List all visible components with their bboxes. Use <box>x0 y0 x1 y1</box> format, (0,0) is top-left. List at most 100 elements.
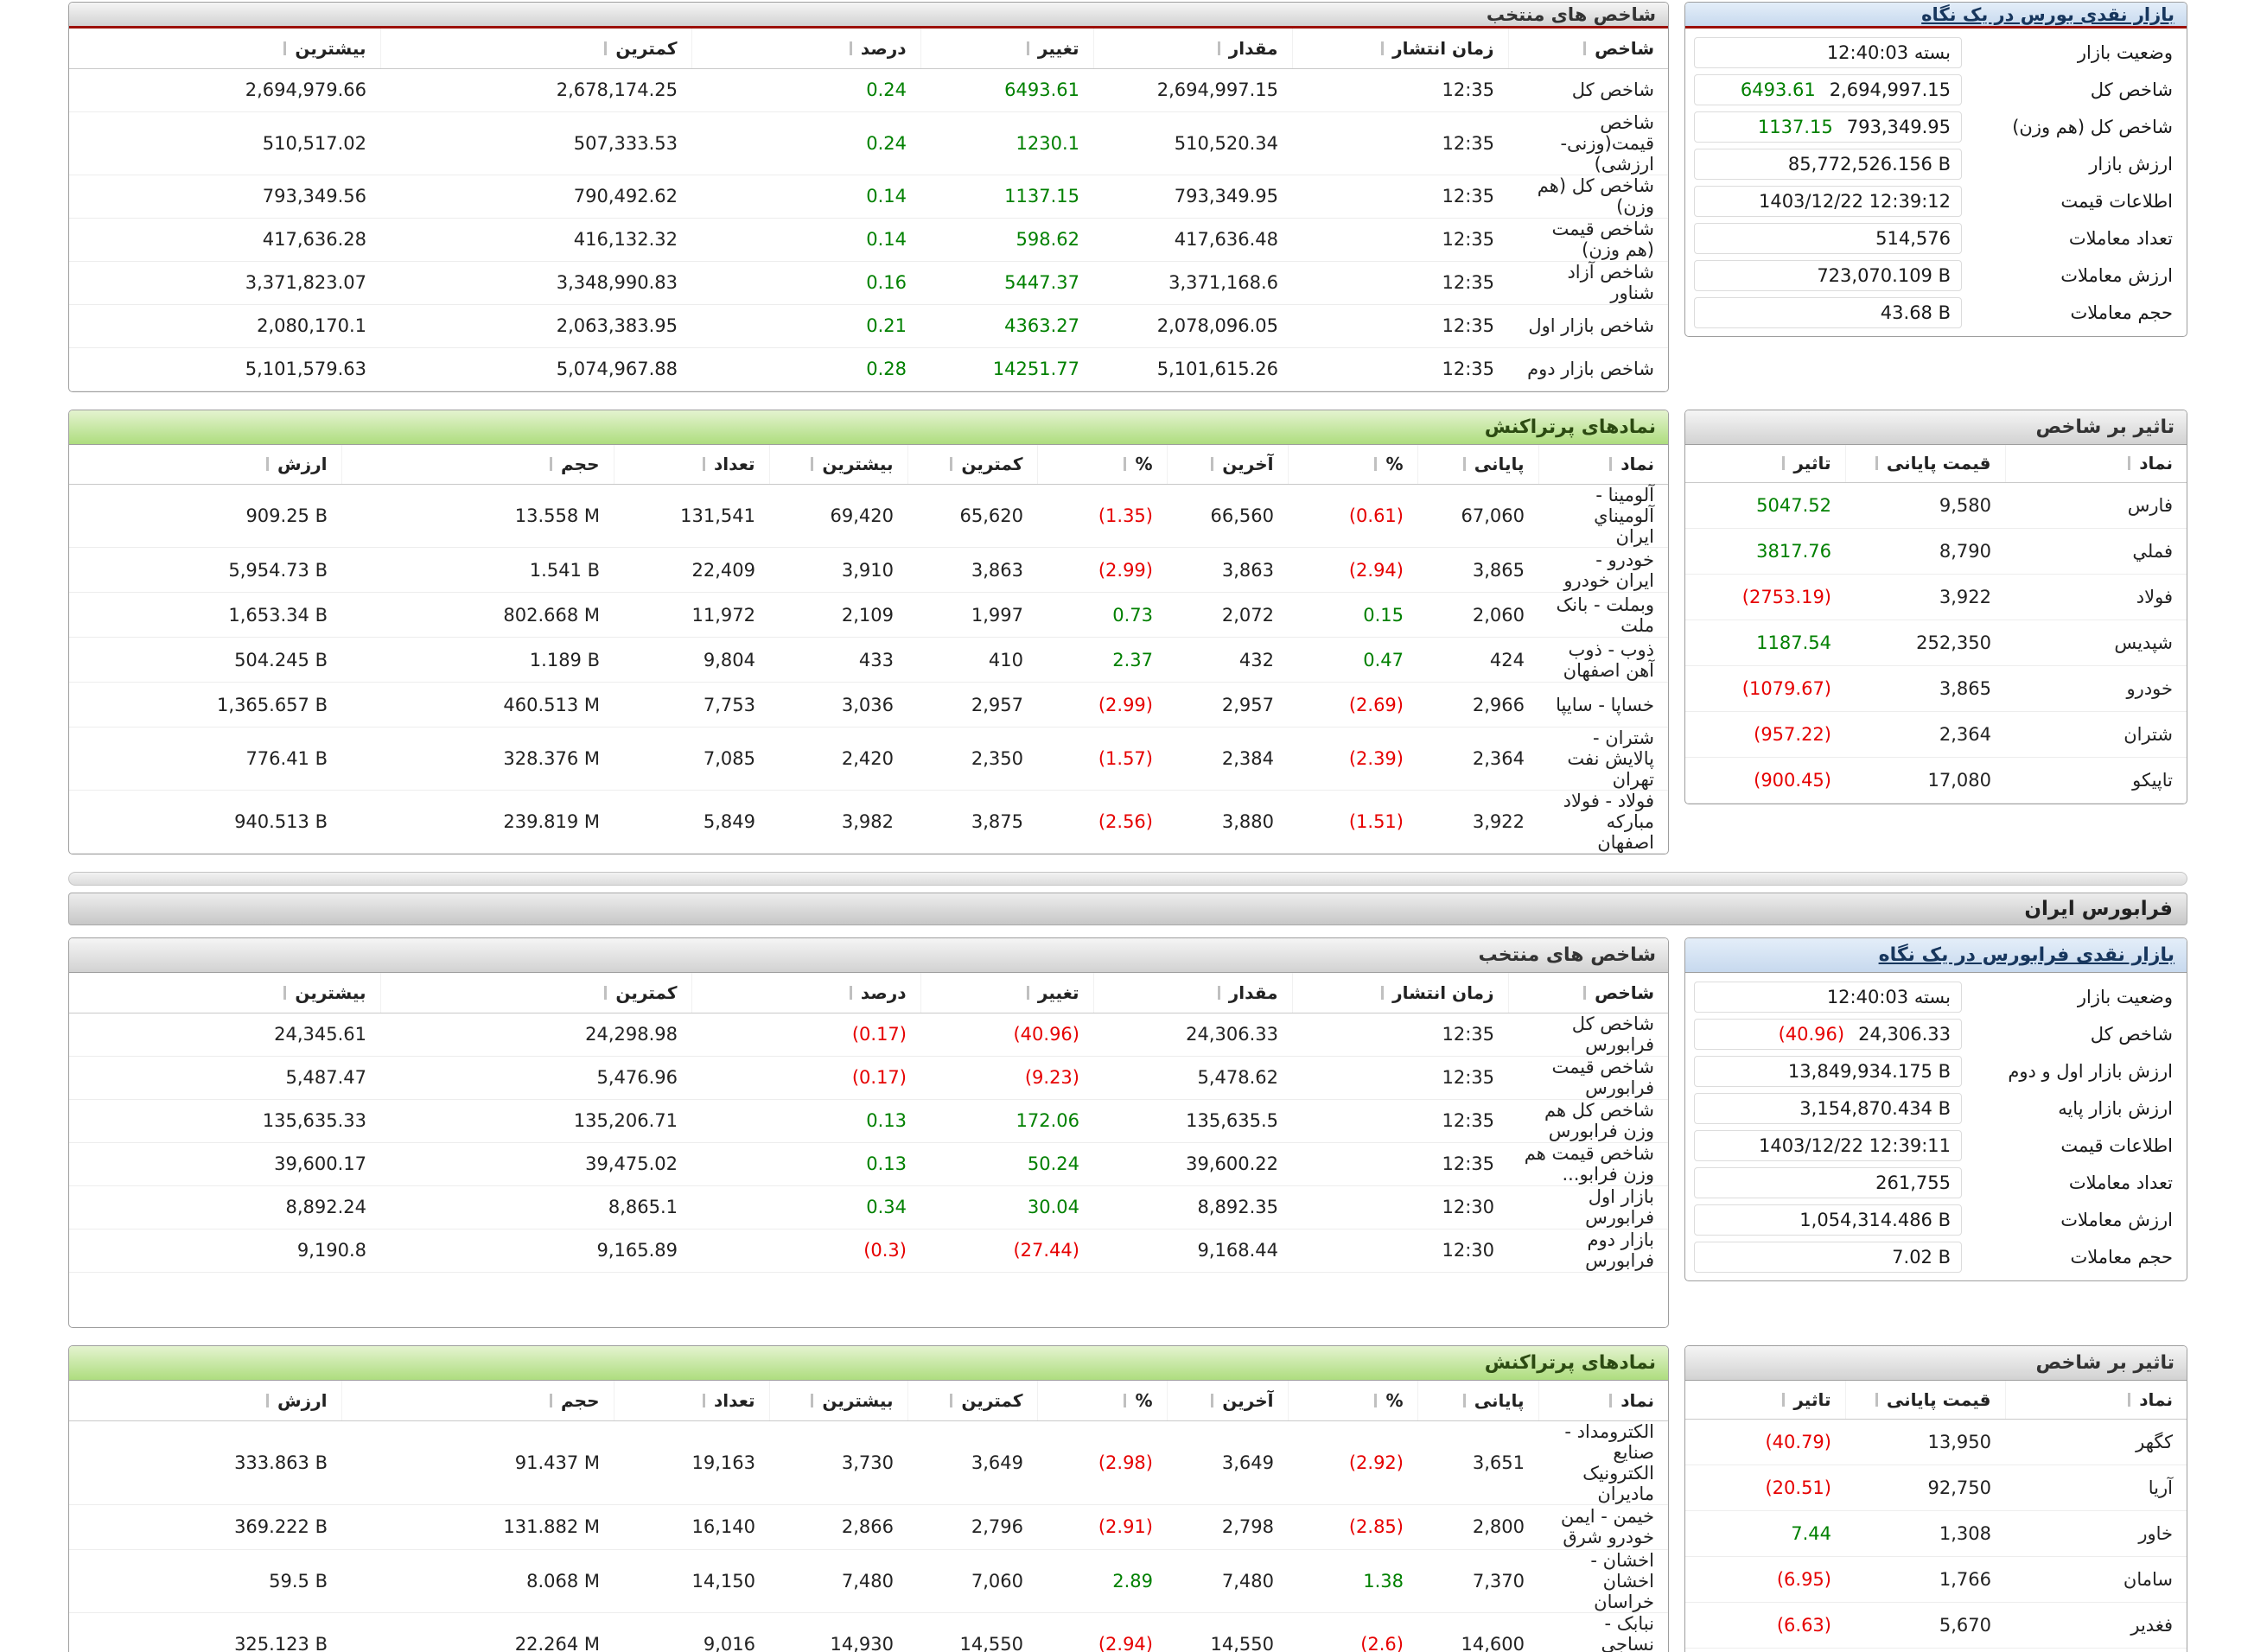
filter-icon[interactable] <box>1124 457 1127 472</box>
index-row[interactable]: شاخص بازار اول 12:35 2,078,096.05 4363.2… <box>69 304 1668 348</box>
filter-icon[interactable] <box>811 1393 814 1407</box>
column-header[interactable]: نماد <box>2004 1381 2187 1420</box>
filter-icon[interactable] <box>1026 41 1029 55</box>
active-symbol-row[interactable]: الکترومداد - صنایع الکترونیک مادیران 3,6… <box>69 1420 1668 1505</box>
column-header[interactable]: درصد <box>691 29 920 69</box>
column-header[interactable]: کمترین <box>379 29 691 69</box>
column-header[interactable]: زمان انتشار <box>1291 29 1508 69</box>
column-header[interactable]: % <box>1287 1381 1417 1421</box>
column-header[interactable]: تعداد <box>613 1381 769 1421</box>
symbol-name[interactable]: خودرو <box>2005 665 2187 712</box>
symbol-name[interactable]: فولاد - فولاد مبارکه اصفهان <box>1538 790 1668 854</box>
active-symbol-row[interactable]: خساپا - سایپا 2,966 (2.69) 2,957 (2.99) … <box>69 682 1668 728</box>
filter-icon[interactable] <box>266 1393 270 1407</box>
column-header[interactable]: زمان انتشار <box>1291 973 1508 1013</box>
filter-icon[interactable] <box>1217 41 1220 55</box>
filter-icon[interactable] <box>849 41 852 55</box>
impact-row[interactable]: فولاد 3,922 (2753.19) <box>1685 574 2187 620</box>
column-header[interactable]: ارزش <box>69 444 341 485</box>
active-symbol-row[interactable]: فولاد - فولاد مبارکه اصفهان 3,922 (1.51)… <box>69 790 1668 854</box>
symbol-name[interactable]: فزر <box>2005 1648 2187 1652</box>
symbol-name[interactable]: نبابک - نساجي بابکان <box>1538 1612 1668 1652</box>
symbol-name[interactable]: فولاد <box>2005 574 2187 620</box>
filter-icon[interactable] <box>1217 985 1220 1000</box>
column-header[interactable]: مقدار <box>1092 29 1292 69</box>
column-header[interactable]: قیمت پایانی <box>1844 1381 2005 1420</box>
symbol-name[interactable]: شتران <box>2005 711 2187 758</box>
column-header[interactable]: نماد <box>1538 444 1668 485</box>
index-row[interactable]: شاخص قیمت فرابورس 12:35 5,478.62 (9.23) … <box>69 1056 1668 1100</box>
column-header[interactable]: تغییر <box>920 973 1093 1013</box>
column-header[interactable]: کمترین <box>379 973 691 1013</box>
column-header[interactable]: بیشترین <box>768 444 907 485</box>
column-header[interactable]: حجم <box>341 1381 614 1421</box>
column-header[interactable]: پایانی <box>1417 444 1538 485</box>
filter-icon[interactable] <box>703 1393 706 1407</box>
column-header[interactable]: حجم <box>341 444 614 485</box>
index-row[interactable]: شاخص کل هم وزن فرابورس 12:35 135,635.5 1… <box>69 1099 1668 1143</box>
filter-icon[interactable] <box>1782 1392 1786 1407</box>
filter-icon[interactable] <box>2128 1392 2131 1407</box>
impact-row[interactable]: خاور 1,308 7.44 <box>1685 1510 2187 1557</box>
filter-icon[interactable] <box>1782 456 1786 471</box>
symbol-name[interactable]: آریا <box>2005 1465 2187 1511</box>
impact-row[interactable]: سامان 1,766 (6.95) <box>1685 1556 2187 1603</box>
index-name[interactable]: شاخص بازار اول <box>1508 304 1668 348</box>
symbol-name[interactable]: ذوب - ذوب آهن اصفهان <box>1538 637 1668 683</box>
index-name[interactable]: شاخص بازار دوم <box>1508 347 1668 391</box>
filter-icon[interactable] <box>703 457 706 472</box>
column-header[interactable]: تاثیر <box>1685 444 1845 483</box>
symbol-name[interactable]: تاپیکو <box>2005 757 2187 804</box>
symbol-name[interactable]: شتران - پالایش نفت تهران <box>1538 727 1668 791</box>
filter-icon[interactable] <box>1124 1393 1127 1407</box>
active-symbol-row[interactable]: خودرو - ایران خودرو 3,865 (2.94) 3,863 (… <box>69 547 1668 593</box>
column-header[interactable]: بیشترین <box>69 973 380 1013</box>
symbol-name[interactable]: فملي <box>2005 528 2187 575</box>
filter-icon[interactable] <box>604 41 608 55</box>
column-header[interactable]: مقدار <box>1092 973 1292 1013</box>
filter-icon[interactable] <box>811 457 814 472</box>
farabourse-section-header[interactable]: فرابورس ایران <box>68 893 2187 925</box>
filter-icon[interactable] <box>549 1393 552 1407</box>
filter-icon[interactable] <box>1211 457 1214 472</box>
active-symbol-row[interactable]: آلومینا - آلومیناي ایران 67,060 (0.61) 6… <box>69 484 1668 548</box>
filter-icon[interactable] <box>1609 457 1613 472</box>
active-symbol-row[interactable]: اخشان - اخشان خراسان 7,370 1.38 7,480 2.… <box>69 1549 1668 1613</box>
filter-icon[interactable] <box>950 457 953 472</box>
index-name[interactable]: شاخص قیمت (هم وزن) <box>1508 218 1668 262</box>
symbol-name[interactable]: شپدیس <box>2005 620 2187 666</box>
filter-icon[interactable] <box>1462 457 1466 472</box>
filter-icon[interactable] <box>1462 1393 1466 1407</box>
index-name[interactable]: شاخص کل <box>1508 68 1668 112</box>
impact-row[interactable]: تاپیکو 17,080 (900.45) <box>1685 757 2187 804</box>
impact-row[interactable]: فارس 9,580 5047.52 <box>1685 482 2187 529</box>
filter-icon[interactable] <box>849 985 852 1000</box>
index-row[interactable]: شاخص قیمت(وزنی-ارزشی) 12:35 510,520.34 1… <box>69 111 1668 175</box>
symbol-name[interactable]: فغدیر <box>2005 1602 2187 1649</box>
index-name[interactable]: شاخص کل هم وزن فرابورس <box>1508 1099 1668 1143</box>
index-row[interactable]: شاخص کل (هم وزن) 12:35 793,349.95 1137.1… <box>69 175 1668 219</box>
impact-row[interactable]: آریا 92,750 (20.51) <box>1685 1465 2187 1511</box>
column-header[interactable]: بیشترین <box>69 29 380 69</box>
active-symbol-row[interactable]: خیمن - ایمن خودرو شرق 2,800 (2.85) 2,798… <box>69 1504 1668 1550</box>
active-symbol-row[interactable]: شتران - پالایش نفت تهران 2,364 (2.39) 2,… <box>69 727 1668 791</box>
impact-row[interactable]: شتران 2,364 (957.22) <box>1685 711 2187 758</box>
symbol-name[interactable]: سامان <box>2005 1556 2187 1603</box>
filter-icon[interactable] <box>1583 985 1587 1000</box>
filter-icon[interactable] <box>266 457 270 472</box>
index-name[interactable]: شاخص قیمت(وزنی-ارزشی) <box>1508 111 1668 175</box>
impact-row[interactable]: شپدیس 252,350 1187.54 <box>1685 620 2187 666</box>
filter-icon[interactable] <box>283 985 287 1000</box>
index-name[interactable]: بازار دوم فرابورس <box>1508 1229 1668 1273</box>
filter-icon[interactable] <box>1374 457 1378 472</box>
column-header[interactable]: تغییر <box>920 29 1093 69</box>
column-header[interactable]: نماد <box>1538 1381 1668 1421</box>
impact-row[interactable]: فزر 48,950 (6.16) <box>1685 1648 2187 1652</box>
symbol-name[interactable]: کگهر <box>2005 1419 2187 1465</box>
filter-icon[interactable] <box>1583 41 1587 55</box>
index-row[interactable]: شاخص آزاد شناور 12:35 3,371,168.6 5447.3… <box>69 261 1668 305</box>
column-header[interactable]: کمترین <box>907 444 1037 485</box>
filter-icon[interactable] <box>2128 456 2131 471</box>
symbol-name[interactable]: خودرو - ایران خودرو <box>1538 547 1668 593</box>
index-name[interactable]: شاخص آزاد شناور <box>1508 261 1668 305</box>
